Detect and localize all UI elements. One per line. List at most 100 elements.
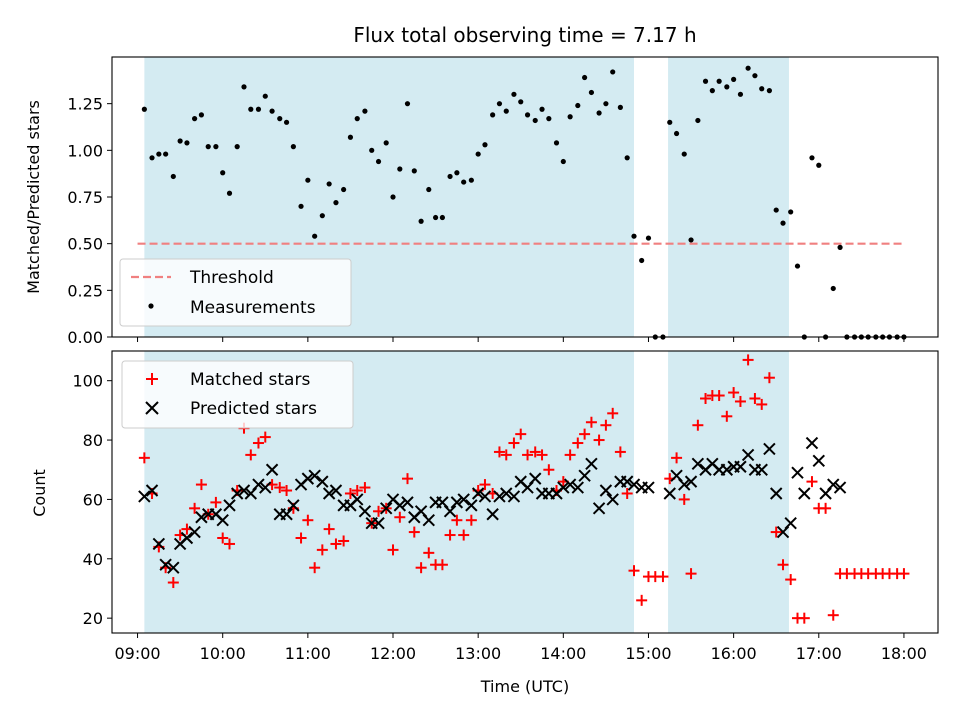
measurement-point [404, 101, 411, 107]
top-y-tick-label: 0.50 [67, 235, 103, 254]
predicted-star-point [457, 493, 470, 506]
matched-star-point [529, 446, 541, 458]
matched-star-point [323, 523, 335, 535]
matched-star-point [338, 535, 350, 547]
predicted-star-point [599, 484, 613, 497]
measurement-point [724, 84, 730, 90]
bottom-shaded-interval-1 [668, 351, 789, 633]
bottom-y-axis-label: Count [30, 469, 49, 517]
matched-star-point [493, 446, 505, 458]
bottom-x-axis-label: Time (UTC) [480, 677, 569, 696]
top-y-axis-label: Matched/Predicted stars [24, 100, 43, 294]
matched-star-point [657, 571, 669, 583]
measurement-point [439, 214, 445, 221]
predicted-star-point [401, 496, 414, 509]
bottom-x-tick-label: 13:00 [455, 644, 501, 663]
predicted-star-point [720, 463, 734, 476]
predicted-star-point [322, 487, 336, 500]
matched-star-point [210, 496, 222, 508]
predicted-star-point [223, 499, 236, 512]
matched-star-point [500, 449, 512, 461]
measurement-point [390, 194, 396, 200]
measurement-point [645, 235, 652, 241]
measurement-point [759, 86, 765, 92]
predicted-star-point [195, 511, 208, 524]
measurement-point [773, 207, 779, 213]
legend-predicted-marker [145, 401, 159, 415]
measurement-point [149, 155, 155, 161]
measurement-point [426, 186, 432, 193]
measurement-point [490, 112, 496, 118]
predicted-star-point [691, 457, 705, 471]
measurement-point [269, 108, 275, 114]
measurement-point [702, 78, 709, 84]
measurement-point [596, 110, 602, 116]
matched-star-point [585, 416, 597, 428]
measurement-point [226, 190, 233, 196]
predicted-star-point [379, 502, 393, 515]
measurement-point [716, 78, 722, 84]
measurement-point [816, 162, 822, 168]
measurement-point [397, 166, 403, 172]
predicted-star-point [188, 525, 201, 539]
top-y-tick-label: 1.25 [67, 95, 103, 114]
matched-star-point [607, 407, 619, 419]
matched-star-point [295, 532, 307, 544]
predicted-star-point [358, 505, 372, 518]
measurement-point [347, 134, 354, 140]
measurement-point [788, 209, 794, 215]
measurement-point [192, 116, 198, 122]
matched-star-point [423, 547, 435, 559]
matched-star-point [465, 514, 477, 526]
measurement-point [290, 144, 296, 150]
matched-star-point [458, 529, 470, 541]
measurement-point [582, 74, 588, 81]
measurement-point [667, 119, 673, 125]
measurement-point [745, 65, 751, 71]
bottom-x-tick-label: 11:00 [285, 644, 331, 663]
matched-star-point [515, 428, 527, 440]
measurement-point [383, 140, 389, 146]
measurement-point [277, 116, 283, 122]
bottom-y-axis: 20 40 60 80 100 [72, 372, 112, 628]
measurement-point [610, 69, 616, 75]
measurement-point [737, 91, 744, 97]
measurement-point [418, 218, 424, 224]
predicted-star-point [663, 487, 676, 500]
matched-star-point [785, 574, 797, 586]
predicted-star-point [563, 478, 577, 491]
matched-star-point [274, 482, 286, 494]
predicted-star-point [585, 457, 598, 471]
matched-star-point [763, 372, 775, 384]
top-legend-box [119, 258, 352, 327]
measurement-point [794, 263, 801, 269]
matched-star-point [359, 482, 371, 494]
predicted-star-point [642, 481, 655, 494]
legend-matched-label: Matched stars [190, 370, 310, 390]
matched-star-point [777, 559, 789, 571]
measurement-point [511, 91, 517, 97]
matched-star-point [451, 514, 463, 526]
measurement-point [341, 186, 347, 193]
measurement-point [532, 117, 538, 124]
bottom-x-tick-label: 14:00 [540, 644, 586, 663]
matched-star-point [600, 419, 612, 431]
measurement-point [177, 138, 183, 144]
predicted-star-point [372, 516, 385, 530]
predicted-star-point [152, 537, 166, 551]
measurement-point [837, 244, 843, 250]
bottom-matched-points [138, 354, 910, 624]
predicted-star-point [145, 484, 159, 497]
matched-star-point [898, 568, 910, 580]
predicted-star-point [216, 513, 229, 527]
measurement-point [255, 106, 262, 112]
predicted-star-point [465, 499, 478, 512]
bottom-x-tick-label: 15:00 [625, 644, 671, 663]
predicted-star-point [443, 505, 457, 518]
bottom-x-tick-label: 18:00 [881, 644, 927, 663]
bottom-predicted-points [138, 436, 847, 574]
matched-star-point [138, 452, 150, 464]
measurement-point [411, 168, 417, 174]
matched-star-point [742, 354, 754, 366]
measurement-point [709, 88, 715, 94]
